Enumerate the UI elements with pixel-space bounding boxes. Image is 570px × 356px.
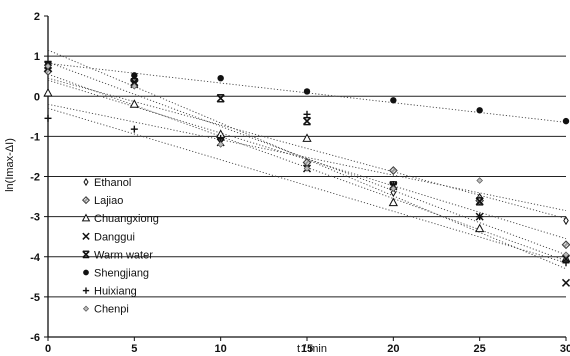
legend-marker-danggui bbox=[82, 232, 90, 240]
point-lajiao bbox=[561, 240, 570, 250]
legend-label-warm-water: Warm water bbox=[94, 249, 153, 261]
legend-label-lajiao: Lajiao bbox=[94, 195, 123, 207]
point-lajiao bbox=[388, 166, 398, 175]
point-chuangxiong bbox=[43, 87, 53, 97]
y-axis-label: ln(Imax-ΔI) bbox=[4, 138, 16, 192]
legend-label-chuangxiong: Chuangxiong bbox=[94, 213, 159, 225]
point-chuangxiong bbox=[129, 99, 139, 108]
point-chenpi bbox=[303, 165, 311, 172]
y-tick-label: -1 bbox=[30, 131, 40, 143]
point-shengjiang bbox=[562, 117, 570, 125]
point-huixiang bbox=[44, 114, 52, 122]
point-chuangxiong bbox=[475, 223, 485, 233]
point-shengjiang bbox=[217, 74, 224, 82]
legend-item-lajiao: Lajiao bbox=[82, 195, 123, 207]
point-huixiang bbox=[217, 134, 225, 142]
legend-marker-warm-water bbox=[82, 250, 90, 259]
point-chuangxiong bbox=[302, 133, 312, 142]
legend-marker-shengjiang bbox=[83, 269, 89, 276]
trend-line bbox=[47, 107, 567, 264]
point-warm-water bbox=[475, 197, 484, 206]
legend-marker-huixiang bbox=[82, 287, 90, 294]
point-warm-water bbox=[216, 94, 225, 103]
x-tick-label: 0 bbox=[45, 343, 51, 355]
y-tick-label: -6 bbox=[30, 332, 40, 344]
legend-item-ethanol: Ethanol bbox=[83, 177, 131, 189]
legend-label-huixiang: Huixiang bbox=[94, 286, 137, 298]
y-tick-label: -5 bbox=[30, 292, 40, 304]
trend-line bbox=[47, 77, 567, 220]
point-shengjiang bbox=[303, 88, 311, 95]
legend-label-shengjiang: Shengjiang bbox=[94, 268, 149, 280]
legend-item-shengjiang: Shengjiang bbox=[83, 268, 149, 280]
point-chenpi bbox=[562, 251, 570, 259]
legend-marker-ethanol bbox=[83, 177, 89, 187]
point-danggui bbox=[561, 278, 570, 287]
y-tick-label: 1 bbox=[34, 51, 40, 63]
legend-marker-chuangxiong bbox=[81, 213, 91, 222]
x-tick-label: 25 bbox=[474, 343, 486, 355]
y-tick-label: 2 bbox=[34, 11, 40, 23]
point-chenpi bbox=[44, 62, 52, 70]
legend-label-ethanol: Ethanol bbox=[94, 177, 131, 189]
point-chenpi bbox=[131, 82, 138, 90]
point-shengjiang bbox=[390, 97, 397, 104]
data-points bbox=[43, 60, 570, 287]
point-chenpi bbox=[217, 141, 224, 148]
point-chenpi bbox=[390, 185, 397, 192]
y-tick-label: -3 bbox=[30, 212, 40, 224]
legend-label-danggui: Danggui bbox=[94, 231, 135, 243]
point-ethanol bbox=[563, 216, 569, 226]
x-tick-label: 15 bbox=[301, 343, 313, 355]
point-huixiang bbox=[303, 110, 311, 118]
legend-label-chenpi: Chenpi bbox=[94, 304, 129, 316]
point-huixiang bbox=[130, 125, 138, 133]
y-tick-label: -2 bbox=[30, 172, 40, 184]
point-huixiang bbox=[562, 259, 570, 267]
x-tick-label: 20 bbox=[387, 343, 399, 355]
point-ethanol bbox=[390, 188, 397, 197]
point-warm-water bbox=[302, 116, 312, 126]
legend-item-warm-water: Warm water bbox=[82, 249, 153, 261]
point-shengjiang bbox=[476, 107, 483, 114]
point-chenpi bbox=[476, 177, 483, 184]
legend-marker-chenpi bbox=[82, 305, 90, 312]
legend-item-danggui: Danggui bbox=[82, 231, 135, 243]
legend-item-chenpi: Chenpi bbox=[82, 304, 129, 316]
legend-marker-lajiao bbox=[82, 196, 90, 205]
point-chuangxiong bbox=[388, 197, 398, 207]
point-shengjiang bbox=[131, 72, 138, 79]
tick-labels: 0 5 10 15 20 25 30 -6 -5 -4 -3 -2 -1 0 1 2 bbox=[30, 11, 570, 355]
y-tick-label: 0 bbox=[34, 91, 40, 103]
x-tick-label: 5 bbox=[131, 343, 137, 355]
x-axis-label: t / min bbox=[297, 343, 327, 355]
legend: Ethanol Lajiao Chuangxiong Danggui Warm wate… bbox=[81, 177, 159, 316]
x-tick-label: 10 bbox=[215, 343, 227, 355]
legend-item-chuangxiong: Chuangxiong bbox=[81, 213, 159, 225]
y-tick-label: -4 bbox=[30, 252, 41, 264]
x-tick-label: 30 bbox=[560, 343, 570, 355]
point-huixiang bbox=[476, 213, 484, 221]
legend-item-huixiang: Huixiang bbox=[82, 286, 137, 298]
